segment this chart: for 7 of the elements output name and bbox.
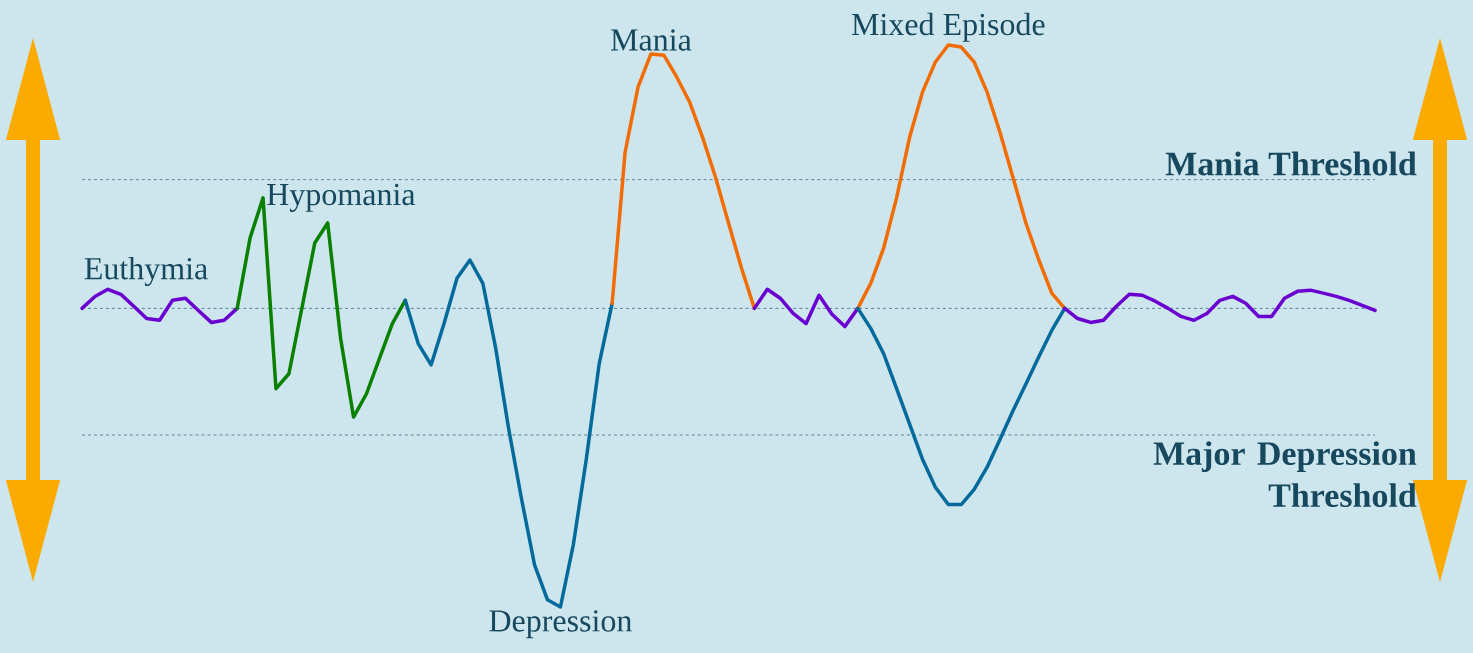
- ref-line-label: Mania Threshold: [1165, 151, 1417, 176]
- series-label: Euthymia: [84, 256, 208, 287]
- series-label: Mania: [610, 29, 692, 51]
- series-label: Depression: [489, 610, 632, 639]
- series-label: Hypomania: [267, 183, 416, 212]
- ref-line-label: Major Depression Threshold: [1153, 441, 1417, 508]
- series-label: Mixed Episode: [851, 12, 1045, 42]
